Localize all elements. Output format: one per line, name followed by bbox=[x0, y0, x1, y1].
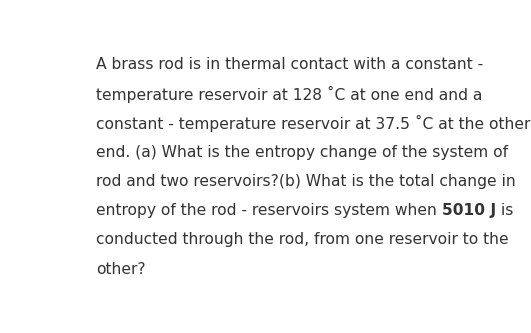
Text: constant - temperature reservoir at 37.5 ˚C at the other: constant - temperature reservoir at 37.5… bbox=[96, 116, 530, 133]
Text: A brass rod is in thermal contact with a constant -: A brass rod is in thermal contact with a… bbox=[96, 57, 483, 72]
Text: entropy of the rod - reservoirs system when: entropy of the rod - reservoirs system w… bbox=[96, 203, 442, 218]
Text: is: is bbox=[496, 203, 513, 218]
Text: other?: other? bbox=[96, 262, 145, 277]
Text: conducted through the rod, from one reservoir to the: conducted through the rod, from one rese… bbox=[96, 232, 509, 247]
Text: temperature reservoir at 128 ˚C at one end and a: temperature reservoir at 128 ˚C at one e… bbox=[96, 86, 482, 103]
Text: end. (a) What is the entropy change of the system of: end. (a) What is the entropy change of t… bbox=[96, 145, 508, 160]
Text: rod and two reservoirs?(b) What is the total change in: rod and two reservoirs?(b) What is the t… bbox=[96, 174, 516, 189]
Text: 5010 J: 5010 J bbox=[442, 203, 496, 218]
